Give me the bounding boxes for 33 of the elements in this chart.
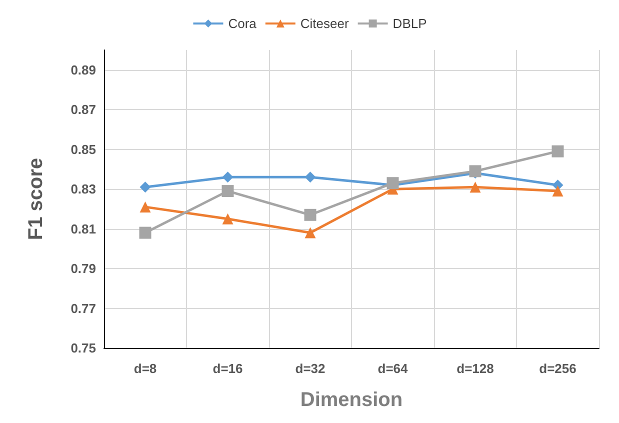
x-tick-label: d=128 bbox=[456, 361, 494, 376]
legend-label: Cora bbox=[228, 16, 258, 31]
y-axis-title: F1 score bbox=[25, 158, 47, 240]
y-tick-label: 0.81 bbox=[70, 221, 96, 236]
y-tick-label: 0.77 bbox=[70, 300, 96, 316]
point bbox=[139, 226, 152, 239]
point bbox=[304, 172, 316, 183]
point bbox=[304, 208, 316, 221]
y-tick-label: 0.85 bbox=[70, 142, 96, 157]
y-tick-label: 0.75 bbox=[70, 340, 96, 356]
point bbox=[222, 172, 234, 183]
x-tick-label: d=256 bbox=[539, 361, 576, 376]
point bbox=[222, 185, 234, 198]
point bbox=[470, 182, 481, 193]
y-tick-label: 0.87 bbox=[70, 102, 96, 118]
y-tick-label: 0.83 bbox=[70, 182, 96, 197]
point bbox=[140, 201, 151, 212]
x-tick-label: d=16 bbox=[212, 361, 243, 376]
point bbox=[386, 177, 399, 190]
point bbox=[140, 182, 151, 193]
legend-label: Citeseer bbox=[300, 16, 350, 31]
point bbox=[552, 145, 564, 158]
y-tick-label: 0.89 bbox=[70, 62, 96, 78]
point bbox=[222, 213, 234, 224]
x-tick-label: d=8 bbox=[134, 361, 157, 376]
x-axis-title: Dimension bbox=[300, 389, 403, 411]
point bbox=[552, 186, 564, 197]
x-tick-label: d=32 bbox=[295, 361, 326, 376]
legend-label: DBLP bbox=[392, 16, 427, 31]
y-tick-label: 0.79 bbox=[70, 261, 96, 276]
point bbox=[304, 227, 316, 238]
x-tick-label: d=64 bbox=[378, 361, 409, 376]
point bbox=[469, 165, 482, 178]
